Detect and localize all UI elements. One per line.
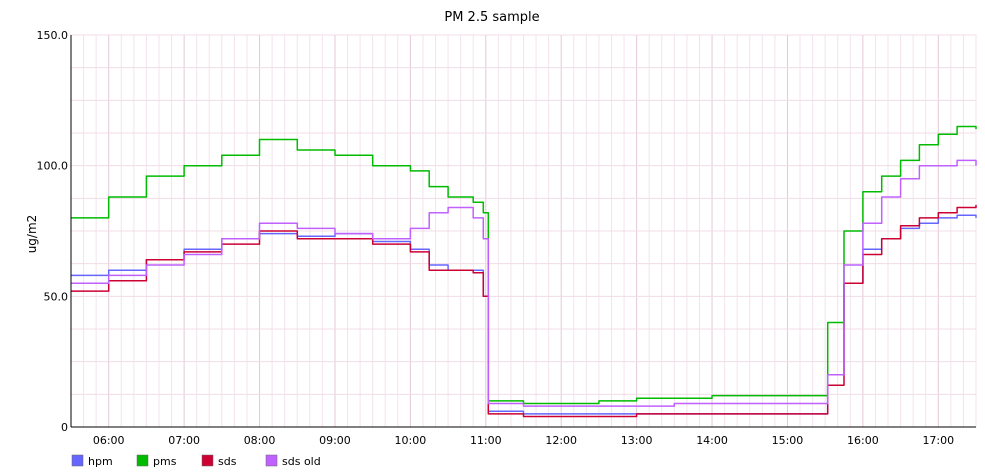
x-tick-label: 10:00 [395,434,427,447]
axes: 0 50.0 100.0 150.0 06:00 07:00 08:00 09:00 10:00… [37,29,976,447]
series-line-pms [71,125,977,405]
legend: hpm pms sds sds old [71,454,321,468]
y-tick-label: 150.0 [37,29,69,42]
x-tick-label: 14:00 [696,434,728,447]
x-tick-label: 09:00 [319,434,351,447]
legend-swatch [71,454,84,467]
y-tick-label: 50.0 [44,290,69,303]
y-tick-label: 100.0 [37,160,69,173]
legend-label: sds old [282,455,321,468]
series-line-sds [71,204,977,418]
y-axis-label: ug/m2 [25,215,39,254]
x-tick-label: 11:00 [470,434,502,447]
x-tick-label: 13:00 [621,434,653,447]
legend-item-sds-old: sds old [265,454,321,468]
x-tick-label: 08:00 [244,434,276,447]
legend-item-hpm: hpm [71,454,113,468]
series-line-sds-old [71,159,977,407]
legend-label: pms [153,455,177,468]
legend-swatch [201,454,214,467]
legend-swatch [136,454,149,467]
legend-label: hpm [88,455,113,468]
x-tick-label: 12:00 [545,434,577,447]
grid-lines [70,34,977,428]
plot-area [71,125,977,418]
legend-item-pms: pms [136,454,177,468]
y-tick-label: 0 [61,421,68,434]
x-tick-label: 16:00 [847,434,879,447]
x-tick-label: 06:00 [93,434,125,447]
chart-title: PM 2.5 sample [444,10,539,25]
legend-swatch [265,454,278,467]
legend-item-sds: sds [201,454,237,468]
legend-label: sds [218,455,237,468]
x-tick-label: 15:00 [772,434,804,447]
x-tick-label: 17:00 [922,434,954,447]
x-tick-label: 07:00 [168,434,200,447]
